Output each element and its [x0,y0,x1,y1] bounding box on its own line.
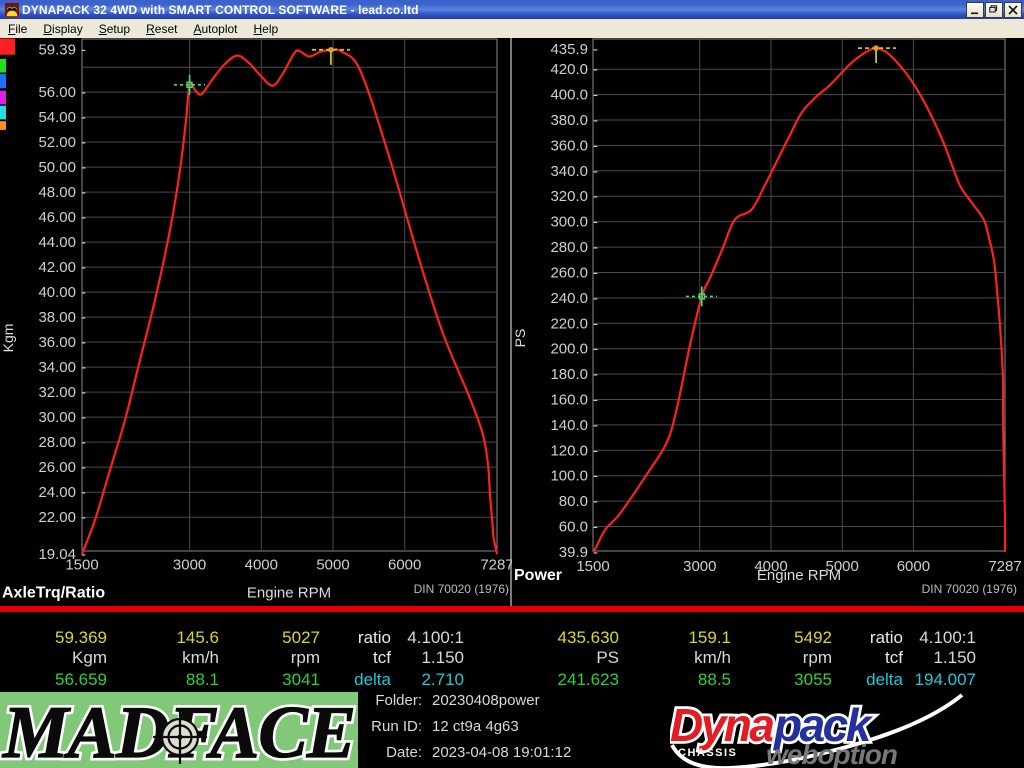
svg-text:Engine RPM: Engine RPM [757,567,841,584]
svg-text:80.0: 80.0 [559,493,588,510]
svg-text:48.00: 48.00 [38,184,76,201]
svg-text:400.0: 400.0 [550,87,588,104]
svg-text:38.00: 38.00 [38,309,76,326]
svg-text:56.00: 56.00 [38,84,76,101]
svg-text:435.9: 435.9 [550,41,588,58]
svg-text:Power: Power [514,567,562,584]
svg-text:-: - [593,87,598,104]
svg-text:300.0: 300.0 [550,214,588,231]
svg-text:30.00: 30.00 [38,409,76,426]
svg-text:-: - [81,42,86,59]
svg-text:-: - [81,234,86,251]
svg-text:Engine RPM: Engine RPM [247,584,331,601]
svg-text:PS: PS [512,329,528,348]
svg-text:26.00: 26.00 [38,459,76,476]
svg-text:420.0: 420.0 [550,61,588,78]
svg-text:340.0: 340.0 [550,163,588,180]
svg-text:380.0: 380.0 [550,112,588,129]
svg-text:-: - [81,284,86,301]
svg-text:-: - [81,459,86,476]
svg-text:160.0: 160.0 [550,392,588,409]
svg-text:-: - [81,159,86,176]
svg-text:40.00: 40.00 [38,284,76,301]
svg-text:-: - [593,290,598,307]
svg-text:-: - [81,359,86,376]
svg-text:120.0: 120.0 [550,442,588,459]
svg-text:320.0: 320.0 [550,188,588,205]
svg-text:-: - [593,468,598,485]
svg-text:-: - [593,61,598,78]
svg-text:22.00: 22.00 [38,509,76,526]
svg-text:59.39: 59.39 [38,42,76,59]
svg-text:46.00: 46.00 [38,209,76,226]
svg-text:DIN 70020 (1976): DIN 70020 (1976) [414,582,509,596]
svg-text:50.00: 50.00 [38,159,76,176]
svg-text:7287: 7287 [480,557,512,574]
svg-text:-: - [593,239,598,256]
svg-text:-: - [593,519,598,536]
svg-text:-: - [593,315,598,332]
svg-text:3000: 3000 [683,558,716,575]
svg-text:24.00: 24.00 [38,484,76,501]
svg-text:AxleTrq/Ratio: AxleTrq/Ratio [2,584,105,601]
svg-text:-: - [593,341,598,358]
svg-text:280.0: 280.0 [550,239,588,256]
svg-text:6000: 6000 [897,558,930,575]
svg-text:-: - [593,366,598,383]
svg-text:36.00: 36.00 [38,334,76,351]
svg-text:6000: 6000 [388,557,421,574]
svg-text:-: - [81,384,86,401]
svg-text:54.00: 54.00 [38,109,76,126]
svg-text:-: - [81,109,86,126]
svg-text:4000: 4000 [245,557,278,574]
svg-text:360.0: 360.0 [550,137,588,154]
svg-text:-: - [81,134,86,151]
svg-text:-: - [81,309,86,326]
svg-text:52.00: 52.00 [38,134,76,151]
svg-text:200.0: 200.0 [550,341,588,358]
svg-text:32.00: 32.00 [38,384,76,401]
svg-text:1500: 1500 [65,557,98,574]
svg-text:-: - [81,84,86,101]
svg-text:42.00: 42.00 [38,259,76,276]
svg-text:-: - [593,417,598,434]
svg-text:220.0: 220.0 [550,315,588,332]
svg-text:-: - [593,163,598,180]
svg-text:Dyna: Dyna [670,699,774,751]
svg-text:7287: 7287 [988,558,1021,575]
svg-text:-: - [593,493,598,510]
svg-text:weboption: weboption [766,739,897,768]
svg-text:-: - [81,209,86,226]
svg-text:28.00: 28.00 [38,434,76,451]
svg-text:-: - [593,442,598,459]
svg-text:3000: 3000 [173,557,206,574]
svg-text:140.0: 140.0 [550,417,588,434]
svg-text:-: - [81,184,86,201]
svg-text:-: - [593,41,598,58]
svg-text:44.00: 44.00 [38,234,76,251]
svg-text:260.0: 260.0 [550,265,588,282]
svg-text:100.0: 100.0 [550,468,588,485]
svg-text:34.00: 34.00 [38,359,76,376]
svg-text:-: - [81,509,86,526]
svg-text:-: - [593,188,598,205]
svg-text:-: - [593,214,598,231]
svg-text:1500: 1500 [576,558,609,575]
svg-text:5000: 5000 [316,557,349,574]
svg-text:-: - [81,484,86,501]
svg-text:-: - [593,137,598,154]
svg-text:-: - [593,392,598,409]
svg-text:-: - [81,259,86,276]
svg-text:Kgm: Kgm [0,324,16,353]
svg-text:-: - [81,334,86,351]
svg-text:60.0: 60.0 [559,519,588,536]
svg-text:240.0: 240.0 [550,290,588,307]
svg-text:180.0: 180.0 [550,366,588,383]
svg-text:CHASSIS: CHASSIS [678,747,737,759]
svg-text:-: - [593,265,598,282]
svg-text:-: - [81,409,86,426]
svg-text:-: - [81,434,86,451]
svg-text:DIN 70020 (1976): DIN 70020 (1976) [922,582,1017,596]
svg-text:-: - [593,112,598,129]
